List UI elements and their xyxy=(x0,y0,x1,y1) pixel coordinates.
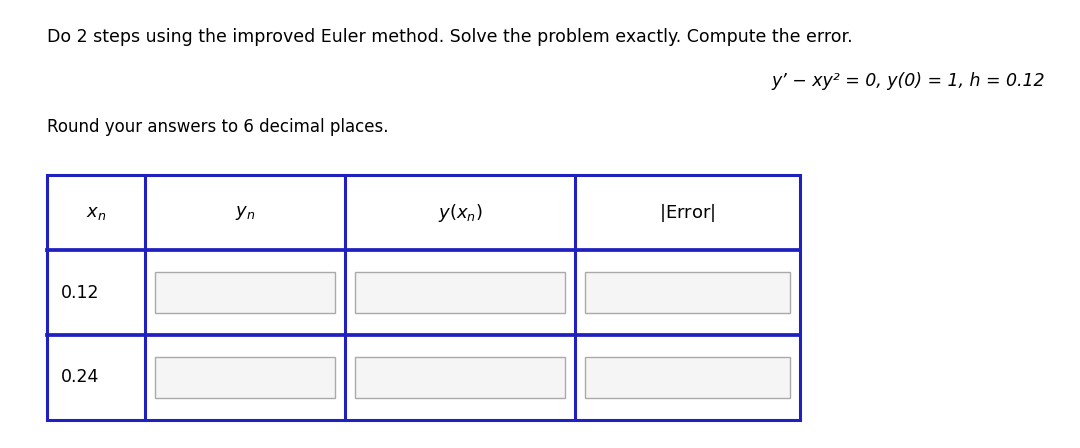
Text: 0.12: 0.12 xyxy=(60,284,99,302)
Bar xyxy=(585,357,789,398)
Bar xyxy=(156,272,335,313)
Text: $|\mathrm{Error}|$: $|\mathrm{Error}|$ xyxy=(659,202,716,224)
Bar xyxy=(355,357,565,398)
Text: $y_n$: $y_n$ xyxy=(234,203,255,221)
Bar xyxy=(156,357,335,398)
Text: y’ − xy² = 0, y(0) = 1, h = 0.12: y’ − xy² = 0, y(0) = 1, h = 0.12 xyxy=(771,72,1045,90)
Text: $y(x_n)$: $y(x_n)$ xyxy=(437,202,483,224)
Bar xyxy=(585,272,789,313)
Bar xyxy=(48,175,800,420)
Text: Round your answers to 6 decimal places.: Round your answers to 6 decimal places. xyxy=(48,118,389,136)
Text: 0.24: 0.24 xyxy=(60,369,99,387)
Text: Do 2 steps using the improved Euler method. Solve the problem exactly. Compute t: Do 2 steps using the improved Euler meth… xyxy=(48,28,852,46)
Text: $x_n$: $x_n$ xyxy=(86,203,106,221)
Bar xyxy=(355,272,565,313)
